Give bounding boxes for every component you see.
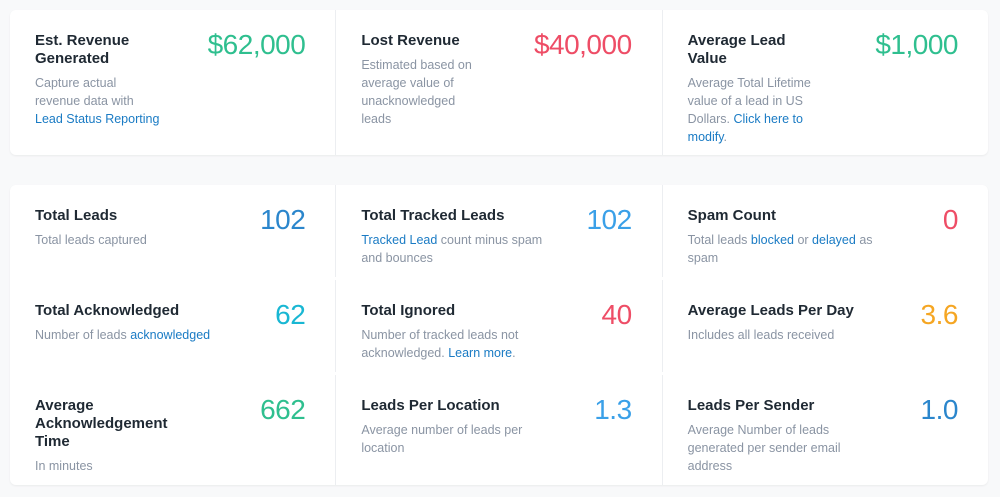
- per-sender-title: Leads Per Sender: [687, 397, 815, 415]
- per-location-desc: Average number of leads per location: [361, 423, 523, 456]
- total-ignored-title: Total Ignored: [361, 302, 456, 320]
- total-tracked-title: Total Tracked Leads: [361, 207, 505, 224]
- total-ignored-desc-text: Number of tracked leads not acknowledged…: [361, 328, 519, 361]
- total-tracked-desc-text: count minus spam and bounces: [361, 233, 543, 265]
- stats-row-2: Total Acknowledged Number of leads ackno…: [10, 280, 988, 373]
- total-tracked-value: 102: [586, 204, 632, 235]
- acknowledged-link[interactable]: acknowledged: [130, 328, 211, 343]
- total-tracked-card: Total Tracked Leads Tracked Lead count m…: [336, 185, 663, 278]
- modify-lead-value-link[interactable]: Click here to modify: [687, 112, 803, 144]
- avg-lead-value-title: Average Lead Value: [687, 32, 786, 67]
- spam-desc-mid: or: [793, 233, 813, 247]
- stats-row-1: Total Leads Total leads captured 102 Tot…: [10, 185, 988, 278]
- total-ignored-desc-end: .: [512, 346, 516, 361]
- per-sender-card: Leads Per Sender Average Number of leads…: [663, 375, 988, 485]
- delayed-link[interactable]: delayed: [812, 233, 856, 247]
- lost-revenue-desc: Estimated based on average value of unac…: [361, 58, 472, 126]
- spam-desc-end: as spam: [687, 233, 873, 265]
- avg-lead-value-desc-text: Average Total Lifetime value of a lead i…: [687, 76, 811, 126]
- per-location-value: 1.3: [594, 394, 632, 426]
- est-revenue-value: $62,000: [207, 29, 306, 60]
- learn-more-link[interactable]: Learn more: [448, 346, 513, 361]
- lost-revenue-title: Lost Revenue: [361, 32, 460, 49]
- avg-per-day-title: Average Leads Per Day: [687, 302, 854, 320]
- avg-ack-time-title: Average Acknowledgement Time: [35, 397, 168, 451]
- avg-lead-value-desc-end: .: [723, 130, 728, 144]
- avg-lead-value-desc: Average Total Lifetime value of a lead i…: [688, 74, 813, 146]
- total-ignored-value: 40: [601, 299, 633, 331]
- spam-count-card: Spam Count Total leads blocked or delaye…: [663, 185, 988, 277]
- total-tracked-desc: Tracked Lead count minus spam and bounce…: [361, 231, 551, 267]
- total-leads-title: Total Leads: [35, 207, 118, 224]
- avg-lead-value-value: $1,000: [875, 29, 958, 60]
- per-location-card: Leads Per Location Average number of lea…: [336, 375, 663, 486]
- est-revenue-title: Est. Revenue Generated: [35, 32, 130, 67]
- per-sender-value: 1.0: [920, 394, 959, 426]
- per-location-title: Leads Per Location: [361, 397, 500, 415]
- total-ack-desc-text: Number of leads: [35, 328, 131, 343]
- avg-ack-time-card: Average Acknowledgement Time In minutes …: [10, 375, 337, 486]
- per-sender-desc: Average Number of leads generated per se…: [687, 423, 841, 474]
- tracked-lead-link[interactable]: Tracked Lead: [361, 233, 438, 247]
- total-ack-value: 62: [275, 299, 306, 331]
- est-revenue-desc: Capture actual revenue data with Lead St…: [35, 74, 160, 128]
- avg-ack-time-value: 662: [260, 394, 306, 426]
- total-ignored-desc: Number of tracked leads not acknowledged…: [361, 326, 551, 362]
- revenue-panel: Est. Revenue Generated Capture actual re…: [10, 10, 988, 155]
- lost-revenue-card: Lost Revenue Estimated based on average …: [336, 10, 663, 155]
- est-revenue-desc-text: Capture actual revenue data with: [35, 76, 134, 108]
- spam-count-value: 0: [942, 204, 959, 235]
- est-revenue-card: Est. Revenue Generated Capture actual re…: [10, 10, 337, 155]
- total-leads-desc: Total leads captured: [35, 233, 147, 247]
- lead-status-reporting-link[interactable]: Lead Status Reporting: [35, 112, 160, 126]
- avg-lead-value-card: Average Lead Value Average Total Lifetim…: [663, 10, 988, 155]
- avg-per-day-card: Average Leads Per Day Includes all leads…: [663, 280, 988, 372]
- blocked-link[interactable]: blocked: [750, 233, 794, 247]
- spam-desc-text: Total leads: [687, 233, 751, 247]
- total-ignored-card: Total Ignored Number of tracked leads no…: [336, 280, 663, 373]
- total-ack-title: Total Acknowledged: [35, 302, 180, 320]
- avg-per-day-value: 3.6: [920, 299, 959, 331]
- stats-row-3: Average Acknowledgement Time In minutes …: [10, 375, 988, 486]
- lost-revenue-value: $40,000: [533, 29, 632, 60]
- total-ack-desc: Number of leads acknowledged: [35, 326, 225, 344]
- revenue-row: Est. Revenue Generated Capture actual re…: [10, 10, 988, 155]
- total-leads-value: 102: [260, 204, 306, 235]
- stats-panel: Total Leads Total leads captured 102 Tot…: [10, 185, 988, 486]
- spam-count-title: Spam Count: [687, 207, 776, 224]
- avg-per-day-desc: Includes all leads received: [687, 328, 835, 343]
- spam-count-desc: Total leads blocked or delayed as spam: [688, 231, 878, 267]
- avg-ack-time-desc: In minutes: [35, 459, 93, 474]
- total-leads-card: Total Leads Total leads captured 102: [10, 185, 337, 278]
- total-ack-card: Total Acknowledged Number of leads ackno…: [10, 280, 337, 373]
